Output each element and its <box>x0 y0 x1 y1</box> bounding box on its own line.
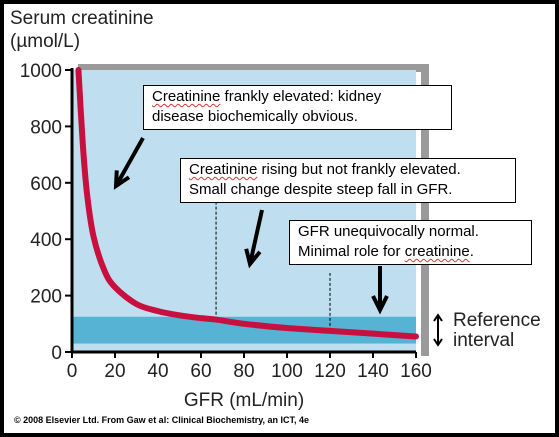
series-line <box>75 67 419 340</box>
reference-label-line2: interval <box>453 330 515 351</box>
annotation-box-rising: Creatinine rising but not frankly elevat… <box>180 158 516 203</box>
annotation-text: Creatinine <box>152 88 221 105</box>
annotation-arrow <box>113 137 145 190</box>
plot-shadow-top <box>78 64 429 72</box>
copyright-notice: © 2008 Elsevier Ltd. From Gaw et al: Cli… <box>14 415 310 425</box>
x-tick-label: 80 <box>233 361 254 382</box>
x-tick-label: 60 <box>190 361 211 382</box>
x-tick-label: 140 <box>357 361 389 382</box>
y-tick-label: 200 <box>30 287 62 308</box>
annotation-text: frankly elevated: kidney disease biochem… <box>152 88 382 125</box>
y-axis-title-line2: (µmol/L) <box>10 31 81 52</box>
y-tick-label: 600 <box>30 174 62 195</box>
annotation-text: creatinine <box>404 243 470 260</box>
annotation-text: GFR unequivocally normal. Minimal role f… <box>298 223 479 260</box>
x-tick-label: 40 <box>147 361 168 382</box>
annotation-box-normal: GFR unequivocally normal. Minimal role f… <box>289 220 532 265</box>
y-axis-title-line1: Serum creatinine <box>10 8 154 29</box>
annotation-text: Creatinine <box>189 161 258 178</box>
reference-arrow-head-up <box>433 313 443 322</box>
reference-label-line1: Reference <box>453 310 541 331</box>
y-tick-label: 1000 <box>20 61 62 82</box>
x-tick-label: 20 <box>104 361 125 382</box>
y-tick-label: 400 <box>30 230 62 251</box>
x-tick-label: 100 <box>271 361 303 382</box>
annotation-arrow <box>371 266 389 315</box>
annotation-text: . <box>469 243 474 260</box>
y-tick-label: 800 <box>30 117 62 138</box>
annotation-arrow <box>244 209 264 269</box>
annotation-box-elevated: Creatinine frankly elevated: kidney dise… <box>143 85 452 130</box>
annotation-text: rising but not frankly elevated. Small c… <box>189 161 461 198</box>
x-tick-label: 120 <box>314 361 346 382</box>
x-tick-label: 0 <box>67 361 78 382</box>
x-tick-label: 160 <box>400 361 432 382</box>
y-tick-label: 0 <box>51 343 62 364</box>
x-axis-title: GFR (mL/min) <box>184 390 304 411</box>
plot-shadow <box>421 66 429 356</box>
reference-arrow-head-down <box>433 338 443 347</box>
